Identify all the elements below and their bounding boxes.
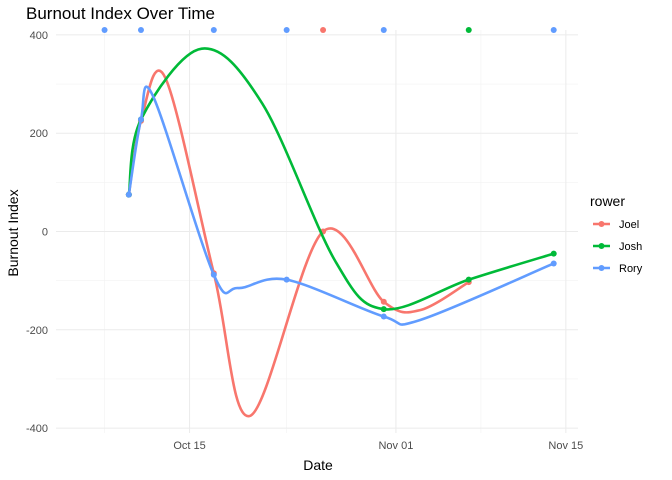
data-point-josh <box>465 276 472 283</box>
top-marker-josh <box>465 27 472 33</box>
chart-title: Burnout Index Over Time <box>26 4 215 23</box>
data-point-rory <box>550 260 557 267</box>
legend-item-joel: Joel <box>593 219 639 231</box>
y-tick-label: 400 <box>30 30 48 42</box>
plot-panel <box>56 27 578 433</box>
series-line-josh <box>127 47 556 311</box>
legend-label-joel: Joel <box>619 219 639 231</box>
y-tick-label: 0 <box>42 227 48 239</box>
y-tick-label: 200 <box>30 128 48 140</box>
top-marker-rory <box>283 27 290 33</box>
data-point-rory <box>210 271 217 278</box>
top-marker-rory <box>101 27 108 33</box>
x-tick-label: Oct 15 <box>173 440 205 452</box>
data-point-rory <box>125 191 132 198</box>
series-joel <box>125 27 472 418</box>
data-point-rory <box>137 116 144 123</box>
data-point-joel <box>380 298 387 305</box>
top-marker-rory <box>210 27 217 33</box>
legend-label-rory: Rory <box>619 263 643 275</box>
legend-title: rower <box>590 193 625 209</box>
y-axis-label: Burnout Index <box>5 189 21 276</box>
legend-key-point-joel <box>598 221 605 227</box>
top-marker-rory <box>550 27 557 33</box>
data-point-josh <box>550 250 557 257</box>
series-layer <box>101 27 557 418</box>
x-tick-label: Nov 15 <box>548 440 583 452</box>
top-marker-joel <box>320 27 327 33</box>
legend-label-josh: Josh <box>619 241 642 253</box>
series-line-joel <box>127 69 471 418</box>
y-tick-label: -200 <box>26 325 48 337</box>
grid <box>56 30 578 433</box>
legend-item-josh: Josh <box>593 241 642 253</box>
top-marker-rory <box>137 27 144 33</box>
data-point-rory <box>283 276 290 283</box>
data-point-rory <box>380 313 387 320</box>
series-line-rory <box>127 85 556 326</box>
legend-item-rory: Rory <box>593 263 643 275</box>
series-rory <box>101 27 557 326</box>
legend-key-point-rory <box>598 265 605 271</box>
y-tick-label: -400 <box>26 423 48 435</box>
legend-items: Joel Josh Rory <box>593 219 643 275</box>
y-axis-ticks: -400 -200 0 200 400 <box>26 30 48 435</box>
legend-key-point-josh <box>598 243 605 249</box>
x-axis-label: Date <box>303 457 333 473</box>
x-axis-ticks: Oct 15 Nov 01 Nov 15 <box>173 440 583 452</box>
data-point-josh <box>380 306 387 313</box>
top-marker-rory <box>380 27 387 33</box>
legend: rower Joel Josh Rory <box>590 193 643 275</box>
x-tick-label: Nov 01 <box>378 440 413 452</box>
